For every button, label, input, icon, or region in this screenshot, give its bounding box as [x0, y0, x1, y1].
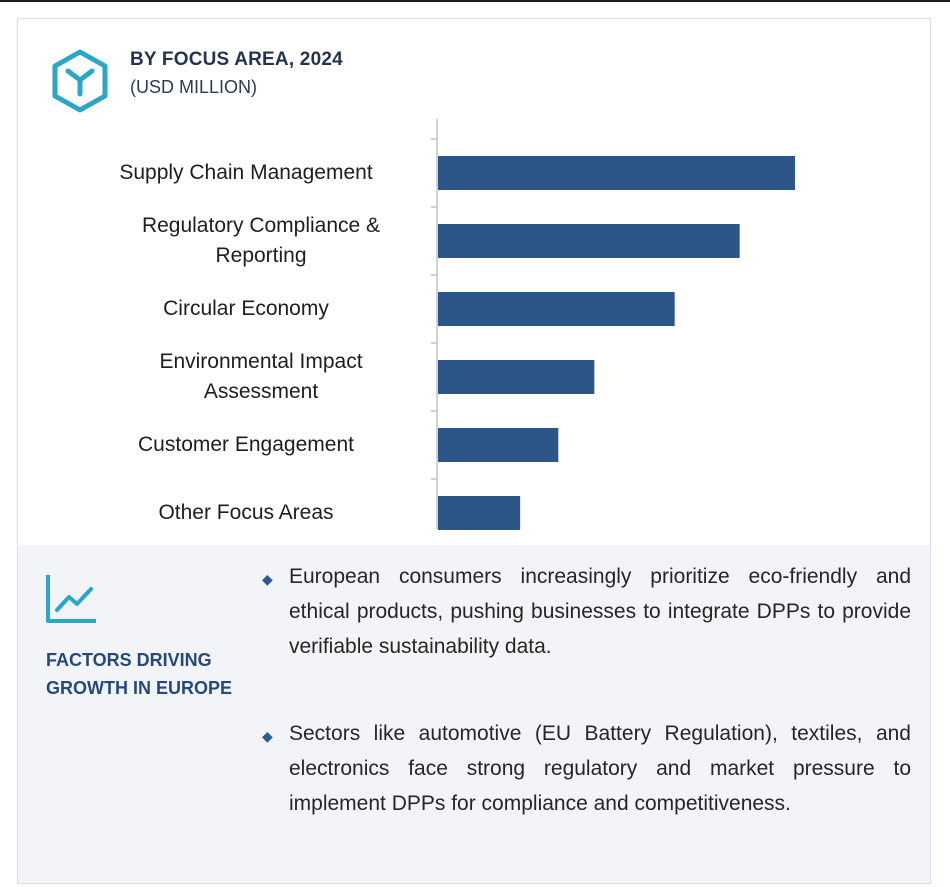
factors-heading: FACTORS DRIVING GROWTH IN EUROPE [46, 650, 233, 698]
bar-chart [431, 119, 795, 530]
category-label: Customer Engagement [138, 433, 354, 456]
category-label: Other Focus Areas [158, 501, 334, 524]
factor-bullet-1: European consumers increasingly prioriti… [289, 565, 911, 658]
hexagon-y-logo-icon [52, 49, 108, 113]
line-chart-icon [46, 575, 96, 623]
bar [438, 156, 795, 190]
factor-bullet-2: Sectors like automotive (EU Battery Regu… [289, 722, 911, 815]
category-label: Circular Economy [163, 297, 329, 320]
infographic-card: BY FOCUS AREA, 2024 (USD MILLION) FACTOR… [17, 18, 931, 884]
bar [438, 496, 521, 530]
bullet-diamond-icon: ◆ [262, 728, 273, 744]
bar [438, 360, 595, 394]
category-label: Supply Chain Management [119, 161, 373, 184]
category-label: Environmental Impact Assessment [159, 350, 363, 403]
chart-subtitle: (USD MILLION) [130, 77, 258, 97]
category-label: Regulatory Compliance & Reporting [141, 214, 381, 267]
bar [438, 292, 675, 326]
bar [438, 224, 740, 258]
top-rule [0, 0, 950, 2]
bullet-diamond-icon: ◆ [262, 571, 273, 587]
bar [438, 428, 559, 462]
chart-title: BY FOCUS AREA, 2024 [130, 49, 343, 70]
factors-panel: FACTORS DRIVING GROWTH IN EUROPE ◆ Europ… [18, 545, 930, 883]
